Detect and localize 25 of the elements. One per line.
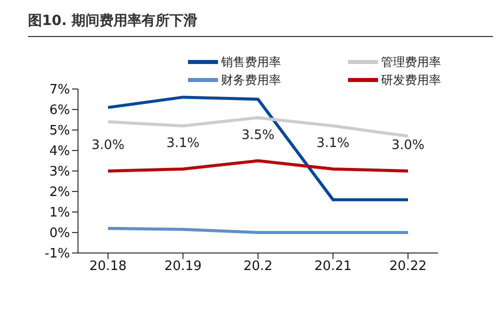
- legend-label: 研发费用率: [381, 72, 441, 88]
- y-tick-label: 0%: [49, 226, 70, 242]
- y-tick-label: 2%: [49, 185, 70, 200]
- legend-label: 管理费用率: [381, 54, 441, 70]
- x-tick-label: 20.19: [164, 259, 202, 274]
- legend-label: 财务费用率: [221, 72, 281, 88]
- x-tick-label: 20.22: [389, 259, 427, 274]
- x-tick-label: 20.2: [244, 259, 272, 274]
- y-tick-label: 3%: [49, 164, 70, 180]
- legend-label: 销售费用率: [221, 54, 281, 70]
- data-label: 3.1%: [166, 136, 200, 151]
- y-tick-label: 1%: [49, 206, 70, 221]
- x-tick-label: 20.21: [314, 259, 352, 274]
- y-tick-label: 7%: [49, 82, 70, 98]
- data-label: 3.5%: [241, 128, 275, 143]
- data-label: 3.0%: [91, 138, 125, 153]
- y-tick-label: -1%: [44, 246, 70, 262]
- x-tick-label: 20.18: [89, 259, 127, 274]
- y-tick-label: 6%: [49, 103, 70, 118]
- y-tick-label: 4%: [49, 144, 70, 160]
- data-label: 3.0%: [391, 138, 425, 153]
- data-label: 3.1%: [316, 136, 350, 151]
- y-tick-label: 5%: [49, 124, 70, 139]
- chart-title: 图10. 期间费用率有所下滑: [28, 12, 198, 30]
- line-series: [106, 116, 410, 138]
